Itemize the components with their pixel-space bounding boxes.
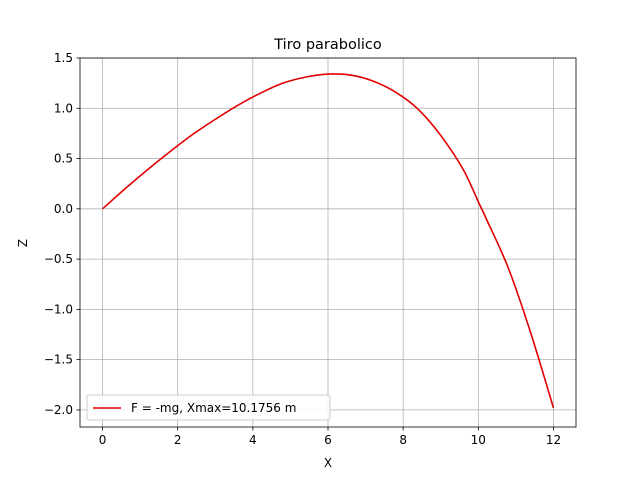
- y-tick-label: 0.5: [54, 152, 73, 166]
- x-tick-label: 8: [399, 433, 407, 447]
- x-tick-label: 12: [546, 433, 561, 447]
- y-tick-label: −2.0: [44, 403, 73, 417]
- y-tick-label: 1.0: [54, 101, 73, 115]
- series-layer: [102, 73, 555, 409]
- legend: F = -mg, Xmax=10.1756 m: [86, 394, 331, 421]
- x-tick-label: 2: [174, 433, 182, 447]
- ticks: 0 2 4 6 8 10 12 −2.0 −1.5 −1.0 −0.5 0.0 0.5 1.0 1.5: [44, 51, 561, 447]
- y-tick-label: −0.5: [44, 252, 73, 266]
- series-line: [102, 73, 555, 409]
- legend-box: [86, 394, 331, 421]
- x-tick-label: 10: [471, 433, 486, 447]
- chart-title: Tiro parabolico: [273, 37, 382, 53]
- y-tick-label: 0.0: [54, 202, 73, 216]
- y-tick-label: −1.5: [44, 353, 73, 367]
- y-tick-label: −1.0: [44, 302, 73, 316]
- y-tick-label: 1.5: [54, 51, 73, 65]
- x-tick-label: 4: [249, 433, 257, 447]
- x-tick-label: 0: [99, 433, 107, 447]
- legend-label: F = -mg, Xmax=10.1756 m: [131, 401, 296, 415]
- x-axis-label: X: [324, 456, 332, 470]
- y-axis-label: Z: [16, 239, 30, 247]
- x-tick-label: 6: [324, 433, 332, 447]
